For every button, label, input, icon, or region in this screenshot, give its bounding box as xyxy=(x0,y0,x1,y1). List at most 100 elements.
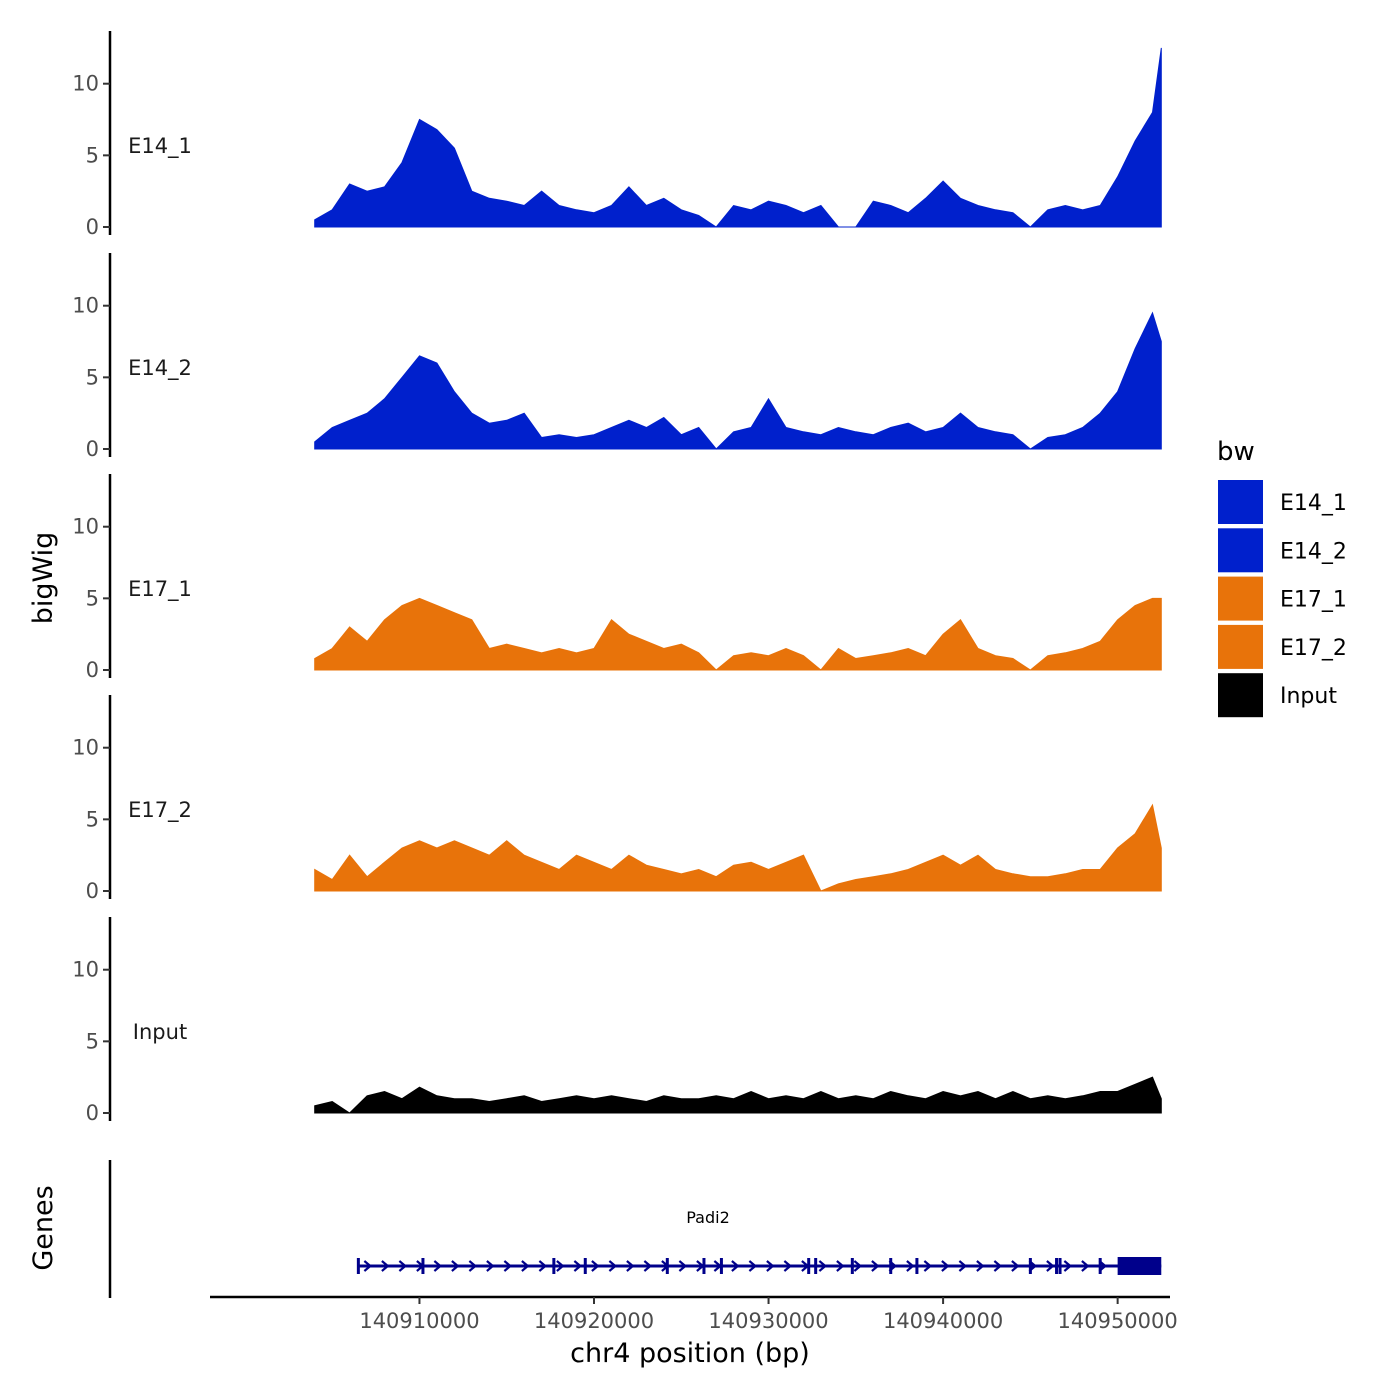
exon-mark xyxy=(915,1258,919,1274)
strand-chevron xyxy=(1081,1260,1090,1272)
strand-chevron xyxy=(766,1260,775,1272)
strand-chevron xyxy=(626,1260,635,1272)
exon-mark xyxy=(421,1258,425,1274)
exon-mark xyxy=(1055,1258,1059,1274)
exon-mark xyxy=(356,1258,360,1274)
strand-chevron xyxy=(643,1260,653,1272)
legend-label-E14_2: E14_2 xyxy=(1280,539,1347,564)
area-E17_2 xyxy=(314,803,1162,892)
track-E17_2: 0 5 10 E17_2 xyxy=(72,695,1162,903)
strand-chevron xyxy=(486,1260,495,1272)
y-tick-label: 10 xyxy=(72,958,99,982)
track-label-E17_1: E17_1 xyxy=(128,577,192,602)
y-tick-label: 0 xyxy=(86,658,99,682)
y-tick-label: 0 xyxy=(86,879,99,903)
track-Input: 0 5 10 Input xyxy=(72,917,1162,1125)
strand-chevron xyxy=(923,1260,933,1272)
strand-chevron xyxy=(451,1260,460,1272)
exon-mark xyxy=(1058,1258,1062,1274)
strand-chevron xyxy=(836,1260,845,1272)
x-axis-title: chr4 position (bp) xyxy=(570,1338,810,1369)
strand-chevron xyxy=(853,1260,863,1272)
legend-key-E14_2 xyxy=(1218,528,1263,573)
strand-chevron xyxy=(976,1260,985,1272)
legend-label-E17_1: E17_1 xyxy=(1280,588,1347,613)
strand-chevron xyxy=(573,1260,583,1272)
strand-chevron xyxy=(538,1260,548,1272)
strand-chevron xyxy=(468,1260,478,1272)
strand-chevron xyxy=(678,1260,688,1272)
legend-key-E17_1 xyxy=(1218,576,1263,621)
x-tick-label: 140910000 xyxy=(359,1309,479,1333)
strand-chevron xyxy=(1046,1260,1055,1272)
track-E14_1: 0 5 10 E14_1 xyxy=(72,31,1162,239)
strand-chevron xyxy=(503,1260,513,1272)
y-tick-label: 10 xyxy=(72,72,99,96)
y-tick-label: 5 xyxy=(86,143,99,167)
gene-track-title: Genes xyxy=(28,1185,59,1270)
gene-track: Padi2 xyxy=(108,1160,1162,1298)
strand-chevron xyxy=(398,1260,408,1272)
strand-chevron xyxy=(748,1260,758,1272)
strand-chevron xyxy=(1011,1260,1020,1272)
gene-utr-block xyxy=(1117,1257,1162,1275)
y-tick-label: 0 xyxy=(86,1101,99,1125)
strand-chevron xyxy=(591,1260,600,1272)
y-tick-label: 5 xyxy=(86,807,99,831)
exon-mark xyxy=(1028,1258,1032,1274)
strand-chevron xyxy=(871,1260,880,1272)
x-tick-label: 140940000 xyxy=(883,1309,1003,1333)
exon-mark xyxy=(814,1258,818,1274)
strand-chevron xyxy=(608,1260,618,1272)
strand-chevron xyxy=(1063,1260,1073,1272)
legend-key-E17_2 xyxy=(1218,624,1263,669)
exon-mark xyxy=(889,1258,893,1274)
area-E17_1 xyxy=(314,597,1162,671)
exon-mark xyxy=(552,1258,556,1274)
legend-label-Input: Input xyxy=(1280,684,1337,709)
strand-chevron xyxy=(783,1260,793,1272)
track-label-E14_2: E14_2 xyxy=(128,356,192,381)
strand-chevron xyxy=(381,1260,390,1272)
x-tick-label: 140930000 xyxy=(708,1309,828,1333)
track-label-E14_1: E14_1 xyxy=(128,134,192,159)
strand-chevron xyxy=(363,1260,373,1272)
strand-chevron xyxy=(906,1260,915,1272)
track-label-E17_2: E17_2 xyxy=(128,798,192,823)
strand-chevron xyxy=(941,1260,950,1272)
y-axis-title: bigWig xyxy=(28,532,59,625)
track-E14_2: 0 5 10 E14_2 xyxy=(72,253,1162,461)
area-E14_2 xyxy=(314,311,1162,450)
y-tick-label: 5 xyxy=(86,586,99,610)
legend-key-E14_1 xyxy=(1218,480,1263,524)
legend-label-E14_1: E14_1 xyxy=(1280,491,1347,516)
exon-mark xyxy=(1098,1258,1102,1274)
y-tick-label: 0 xyxy=(86,215,99,239)
strand-chevron xyxy=(433,1260,443,1272)
strand-chevron xyxy=(521,1260,530,1272)
x-tick-label: 140950000 xyxy=(1058,1309,1178,1333)
strand-chevron xyxy=(818,1260,828,1272)
exon-mark xyxy=(665,1258,669,1274)
x-tick-label: 140920000 xyxy=(534,1309,654,1333)
y-tick-label: 5 xyxy=(86,365,99,389)
exon-mark xyxy=(807,1258,811,1274)
area-Input xyxy=(314,1076,1162,1114)
exon-mark xyxy=(583,1258,587,1274)
area-E14_1 xyxy=(314,47,1162,228)
exon-mark xyxy=(702,1258,706,1274)
legend-label-E17_2: E17_2 xyxy=(1280,636,1347,661)
strand-chevron xyxy=(731,1260,740,1272)
gene-label-padi2: Padi2 xyxy=(686,1208,730,1227)
signal-tracks: 0 5 10 E14_1 0 5 10 E14_2 0 5 10 E17_1 0 5 10 E17_2 0 5 10… xyxy=(72,31,1162,1125)
track-label-Input: Input xyxy=(133,1020,187,1044)
strand-chevron xyxy=(958,1260,968,1272)
y-tick-label: 10 xyxy=(72,736,99,760)
y-tick-label: 10 xyxy=(72,294,99,318)
y-tick-label: 0 xyxy=(86,437,99,461)
x-axis: 140910000 140920000 140930000 140940000 1409… xyxy=(210,1295,1178,1333)
exon-mark xyxy=(719,1258,723,1274)
track-E17_1: 0 5 10 E17_1 xyxy=(72,474,1162,682)
